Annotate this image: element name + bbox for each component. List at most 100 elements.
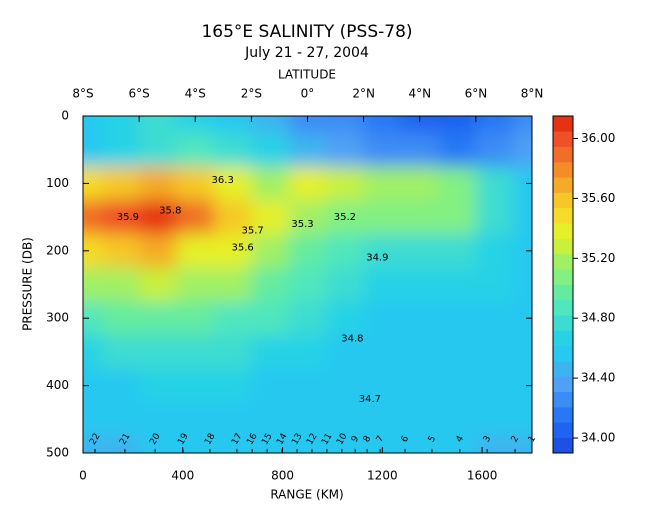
colorbar-band bbox=[553, 391, 573, 408]
colorbar-band bbox=[553, 315, 573, 331]
cell bbox=[213, 116, 252, 134]
cell bbox=[475, 436, 514, 453]
cell bbox=[438, 166, 477, 201]
top-tick-label: 8°S bbox=[72, 87, 93, 101]
cell bbox=[401, 301, 439, 336]
station-label: 21 bbox=[118, 432, 132, 447]
top-tick-label: 8°N bbox=[521, 87, 544, 101]
cell bbox=[83, 402, 103, 437]
cell bbox=[288, 368, 327, 403]
cell bbox=[363, 233, 402, 269]
cell bbox=[438, 301, 477, 336]
cell bbox=[83, 233, 103, 269]
cell bbox=[401, 233, 439, 269]
cell bbox=[438, 132, 477, 168]
cell bbox=[176, 233, 215, 269]
cell bbox=[475, 402, 514, 437]
cell bbox=[438, 200, 477, 235]
station-label: 8 bbox=[362, 434, 374, 444]
cell bbox=[401, 335, 439, 370]
cell bbox=[326, 368, 365, 403]
chart-title: 165°E SALINITY (PSS-78) bbox=[201, 22, 412, 42]
top-tick-label: 4°S bbox=[185, 87, 206, 101]
cell bbox=[83, 301, 103, 336]
cell bbox=[401, 166, 439, 201]
cell bbox=[139, 402, 178, 437]
colorbar-band bbox=[553, 146, 573, 163]
colorbar-band bbox=[553, 376, 573, 393]
colorbar-band bbox=[553, 407, 573, 423]
cell bbox=[326, 335, 365, 370]
cell bbox=[213, 402, 252, 437]
colorbar-band bbox=[553, 177, 573, 193]
station-label: 13 bbox=[290, 432, 304, 447]
cell bbox=[83, 132, 103, 168]
cell bbox=[139, 200, 178, 235]
contour-label: 35.7 bbox=[241, 226, 263, 237]
cell bbox=[363, 335, 402, 370]
station-label: 6 bbox=[400, 434, 412, 444]
cell bbox=[513, 166, 532, 201]
cell bbox=[83, 335, 103, 370]
colorbar-tick-label: 34.80 bbox=[581, 311, 615, 325]
colorbar-band bbox=[553, 437, 573, 454]
contour-label: 34.8 bbox=[341, 333, 363, 344]
cell bbox=[139, 436, 178, 453]
cell bbox=[363, 132, 402, 168]
cell bbox=[213, 166, 252, 201]
cell bbox=[251, 301, 290, 336]
cell bbox=[288, 436, 327, 453]
station-label: 17 bbox=[230, 432, 244, 447]
colorbar-tick-label: 34.40 bbox=[581, 371, 615, 385]
cell bbox=[288, 166, 327, 201]
colorbar-band bbox=[553, 192, 573, 209]
colorbar-band bbox=[553, 269, 573, 285]
chart-subtitle: July 21 - 27, 2004 bbox=[244, 45, 369, 61]
cell bbox=[438, 233, 477, 269]
cell bbox=[176, 301, 215, 336]
cell bbox=[326, 132, 365, 168]
cell bbox=[475, 301, 514, 336]
cell bbox=[139, 233, 178, 269]
cell bbox=[438, 335, 477, 370]
cell bbox=[83, 200, 103, 235]
colorbar-frame bbox=[552, 115, 574, 454]
cell bbox=[251, 335, 290, 370]
cell bbox=[326, 267, 365, 302]
top-tick-label: 6°N bbox=[465, 87, 488, 101]
cell bbox=[176, 200, 215, 235]
cell bbox=[176, 436, 215, 453]
cell bbox=[363, 301, 402, 336]
cell bbox=[326, 436, 365, 453]
top-tick-label: 0° bbox=[301, 87, 315, 101]
cell bbox=[251, 200, 290, 235]
cell bbox=[401, 436, 439, 453]
cell bbox=[288, 233, 327, 269]
cell bbox=[288, 335, 327, 370]
station-label: 3 bbox=[482, 434, 494, 444]
plot-area bbox=[83, 116, 532, 453]
cell bbox=[326, 301, 365, 336]
cell bbox=[513, 402, 532, 437]
cell bbox=[288, 116, 327, 134]
cell bbox=[101, 335, 140, 370]
top-tick-label: 4°N bbox=[408, 87, 431, 101]
cell bbox=[101, 166, 140, 201]
colorbar-band bbox=[553, 161, 573, 178]
cell bbox=[101, 368, 140, 403]
cell bbox=[513, 436, 532, 453]
cell bbox=[139, 335, 178, 370]
cell bbox=[475, 116, 514, 134]
cell bbox=[101, 436, 140, 453]
cell bbox=[251, 116, 290, 134]
cell bbox=[438, 436, 477, 453]
contour-label: 34.7 bbox=[359, 394, 381, 405]
cell bbox=[213, 267, 252, 302]
contour-label: 34.9 bbox=[366, 253, 388, 264]
cell bbox=[401, 267, 439, 302]
cell bbox=[363, 436, 402, 453]
cell bbox=[475, 335, 514, 370]
cell bbox=[288, 132, 327, 168]
contour-label: 35.3 bbox=[291, 219, 313, 230]
cell bbox=[513, 335, 532, 370]
